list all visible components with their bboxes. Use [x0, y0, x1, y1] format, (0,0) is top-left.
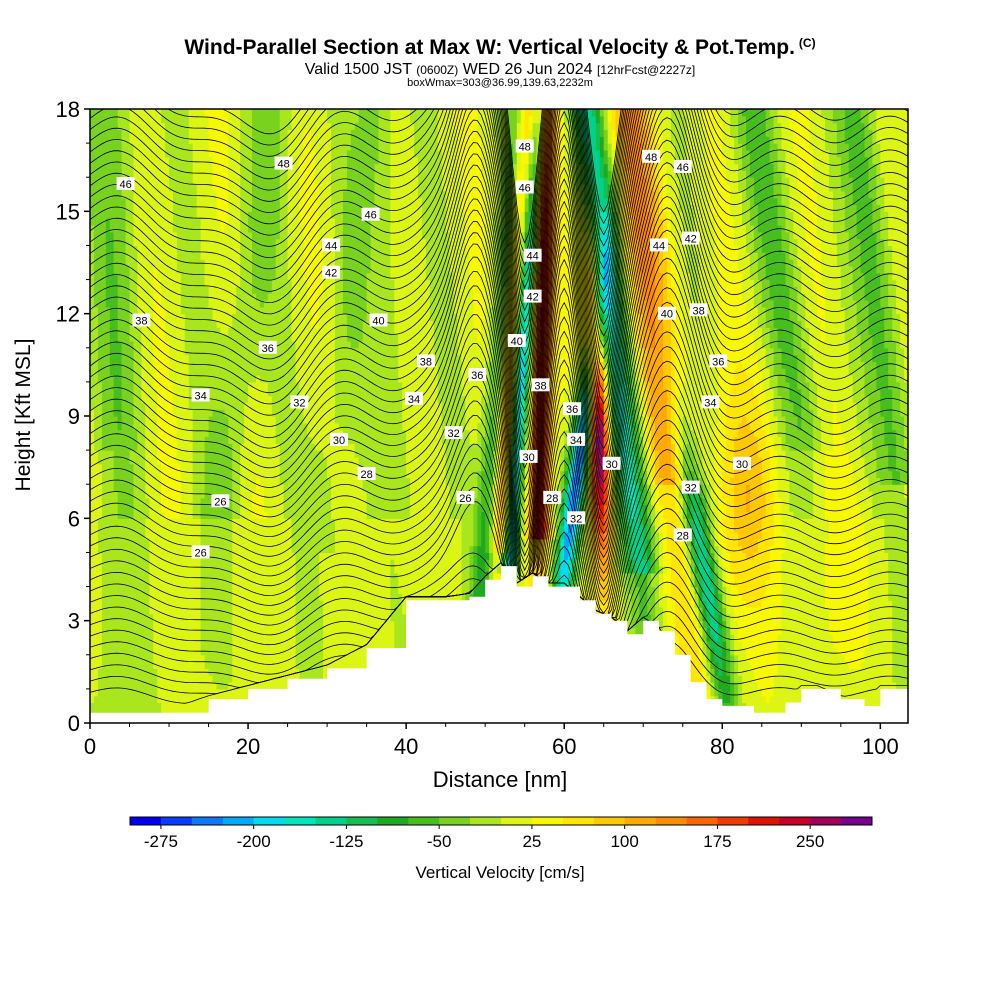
theta-contour-label: 42 — [682, 232, 700, 246]
colorbar-swatch — [470, 817, 501, 825]
theta-contour-label: 40 — [370, 314, 388, 328]
cross-section-plot: 4648464442403836383432 343236302826 262648… — [0, 0, 1000, 1000]
colorbar-swatch — [779, 817, 810, 825]
theta-contour-label: 46 — [516, 181, 534, 195]
colorbar-swatch — [841, 817, 872, 825]
theta-contour-label: 34 — [567, 433, 585, 447]
colorbar-swatch — [594, 817, 625, 825]
theta-contour-label: 40 — [658, 307, 676, 321]
colorbar-swatch — [254, 817, 285, 825]
y-tick-label: 3 — [68, 609, 80, 634]
theta-contour-label: 30 — [330, 433, 348, 447]
colorbar-tick-label: -275 — [144, 832, 178, 851]
theta-contour-label: 36 — [709, 354, 727, 368]
theta-contour-label: 36 — [259, 341, 277, 355]
theta-contour-label: 38 — [532, 378, 550, 392]
colorbar-tick-label: -125 — [329, 832, 363, 851]
colorbar-swatch — [563, 817, 594, 825]
theta-contour-label: 34 — [192, 389, 210, 403]
colorbar-swatch — [408, 817, 439, 825]
y-tick-label: 6 — [68, 506, 80, 531]
theta-contour-label: 38 — [132, 314, 150, 328]
x-axis-ticks: 0 20 40 60 80 100 — [84, 723, 899, 759]
colorbar-swatch — [223, 817, 254, 825]
colorbar-swatch — [316, 817, 347, 825]
colorbar-swatch — [810, 817, 841, 825]
colorbar-title: Vertical Velocity [cm/s] — [415, 863, 584, 883]
theta-contour-label: 34 — [701, 395, 719, 409]
colorbar-tick-label: -200 — [237, 832, 271, 851]
theta-contour-label: 36 — [468, 368, 486, 382]
theta-contour-label: 30 — [520, 450, 538, 464]
theta-contour-label: 44 — [524, 249, 542, 263]
colorbar-swatch — [161, 817, 192, 825]
theta-contour-label: 44 — [322, 238, 340, 252]
colorbar-swatch — [532, 817, 563, 825]
colorbar-swatch — [192, 817, 223, 825]
colorbar-swatch — [748, 817, 779, 825]
theta-contour-label: 26 — [456, 491, 474, 505]
x-tick-label: 0 — [84, 734, 96, 759]
theta-contour-label: 42 — [322, 266, 340, 280]
colorbar: -275 -200 -125 -50 25 100 175 250 — [130, 817, 872, 851]
theta-contour-label: 42 — [524, 290, 542, 304]
theta-contour-label: 34 — [405, 392, 423, 406]
y-axis-ticks: 0 3 6 9 12 15 18 — [56, 97, 90, 736]
theta-contour-label: 46 — [674, 160, 692, 174]
theta-contour-label: 26 — [192, 545, 210, 559]
colorbar-swatch — [501, 817, 532, 825]
theta-contour-label: 28 — [543, 491, 561, 505]
x-tick-label: 60 — [552, 734, 576, 759]
y-tick-label: 18 — [56, 97, 80, 122]
colorbar-tick-label: 25 — [522, 832, 541, 851]
colorbar-swatch — [656, 817, 687, 825]
x-tick-label: 100 — [862, 734, 899, 759]
theta-contour-label: 48 — [642, 150, 660, 164]
colorbar-swatch — [687, 817, 718, 825]
x-tick-label: 80 — [710, 734, 734, 759]
theta-contour-label: 26 — [211, 494, 229, 508]
theta-contour-label: 28 — [674, 528, 692, 542]
colorbar-swatch — [625, 817, 656, 825]
theta-contour-label: 32 — [567, 511, 585, 525]
theta-contour-label: 36 — [563, 402, 581, 416]
theta-contour-label: 30 — [733, 457, 751, 471]
theta-contour-label: 46 — [117, 177, 135, 191]
colorbar-tick-label: 175 — [703, 832, 731, 851]
theta-contour-label: 30 — [603, 457, 621, 471]
colorbar-swatch — [717, 817, 748, 825]
y-tick-label: 9 — [68, 404, 80, 429]
colorbar-swatch — [285, 817, 316, 825]
colorbar-swatch — [439, 817, 470, 825]
theta-contour-label: 44 — [650, 238, 668, 252]
colorbar-tick-label: 250 — [796, 832, 824, 851]
colorbar-tick-label: -50 — [427, 832, 452, 851]
colorbar-swatch — [377, 817, 408, 825]
theta-contour-label: 38 — [417, 354, 435, 368]
theta-contour-label: 28 — [358, 467, 376, 481]
theta-contour-label: 48 — [516, 140, 534, 154]
theta-contour-label: 48 — [275, 157, 293, 171]
y-tick-label: 12 — [56, 302, 80, 327]
colorbar-swatch — [346, 817, 377, 825]
y-tick-label: 15 — [56, 199, 80, 224]
colorbar-tick-label: 100 — [610, 832, 638, 851]
theta-contour-label: 46 — [362, 208, 380, 222]
colorbar-swatch — [130, 817, 161, 825]
theta-contour-label: 40 — [508, 334, 526, 348]
x-tick-label: 40 — [394, 734, 418, 759]
theta-contour-label: 32 — [290, 395, 308, 409]
theta-contour-label: 32 — [682, 481, 700, 495]
theta-contour-label: 38 — [690, 303, 708, 317]
theta-contour-label: 32 — [445, 426, 463, 440]
x-tick-label: 20 — [236, 734, 260, 759]
y-tick-label: 0 — [68, 711, 80, 736]
